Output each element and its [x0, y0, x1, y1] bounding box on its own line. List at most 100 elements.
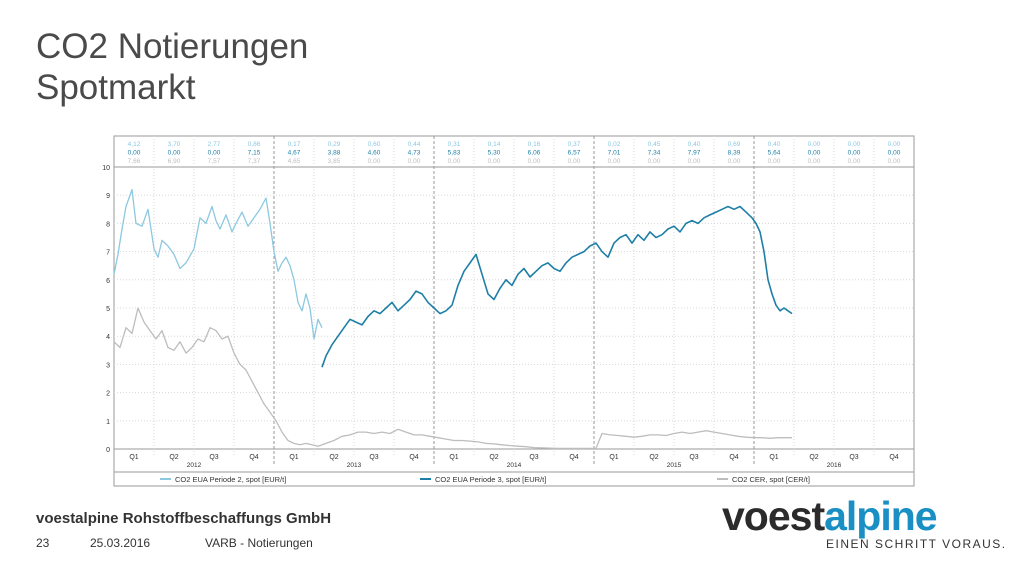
voestalpine-logo: voestalpine: [722, 492, 938, 540]
x-tick-quarter: Q3: [849, 454, 858, 461]
table-cell: 0,17: [288, 141, 301, 148]
footer-document: VARB - Notierungen: [205, 536, 313, 550]
x-tick-year: 2016: [827, 462, 842, 469]
table-cell: 0,00: [848, 158, 861, 165]
table-cell: 0,69: [728, 141, 741, 148]
table-cell: 0,37: [568, 141, 581, 148]
y-tick-label: 1: [106, 419, 110, 426]
y-tick-label: 6: [106, 278, 110, 285]
x-tick-quarter: Q4: [729, 454, 738, 461]
x-tick-quarter: Q4: [249, 454, 258, 461]
slogan: EINEN SCHRITT VORAUS.: [826, 537, 1007, 551]
title-line-1: CO2 Notierungen: [36, 27, 309, 66]
table-cell: 2,77: [208, 141, 221, 148]
table-cell: 0,00: [888, 158, 901, 165]
logo-part-2: alpine: [824, 493, 937, 539]
table-cell: 0,00: [808, 158, 821, 165]
table-cell: 8,39: [728, 150, 741, 157]
table-cell: 0,40: [768, 141, 781, 148]
table-cell: 0,14: [488, 141, 501, 148]
table-cell: 6,90: [168, 158, 181, 165]
table-cell: 0,00: [648, 158, 661, 165]
table-cell: 6,06: [528, 150, 541, 157]
y-tick-label: 2: [106, 391, 110, 398]
table-cell: 0,29: [328, 141, 341, 148]
table-cell: 0,00: [488, 158, 501, 165]
table-cell: 0,00: [888, 141, 901, 148]
table-cell: 4,67: [288, 150, 301, 157]
table-cell: 0,00: [408, 158, 421, 165]
y-tick-label: 3: [106, 362, 110, 369]
page-number: 23: [36, 536, 50, 550]
x-tick-year: 2014: [507, 462, 522, 469]
table-cell: 4,65: [288, 158, 301, 165]
y-tick-label: 8: [106, 221, 110, 228]
table-cell: 7,37: [248, 158, 261, 165]
x-tick-quarter: Q3: [529, 454, 538, 461]
table-cell: 0,00: [368, 158, 381, 165]
x-tick-quarter: Q4: [409, 454, 418, 461]
slide-title: CO2 Notierungen Spotmarkt: [36, 26, 308, 108]
legend-label: CO2 EUA Periode 2, spot [EUR/t]: [175, 475, 286, 484]
y-tick-label: 7: [106, 250, 110, 257]
table-cell: 7,15: [248, 150, 261, 157]
x-tick-quarter: Q3: [209, 454, 218, 461]
table-cell: 0,16: [528, 141, 541, 148]
x-tick-quarter: Q2: [329, 454, 338, 461]
company-name: voestalpine Rohstoffbeschaffungs GmbH: [36, 510, 332, 527]
table-cell: 0,00: [528, 158, 541, 165]
table-cell: 0,00: [208, 150, 221, 157]
legend-label: CO2 EUA Periode 3, spot [EUR/t]: [435, 475, 546, 484]
table-cell: 0,40: [688, 141, 701, 148]
x-tick-year: 2015: [667, 462, 682, 469]
table-cell: 4,12: [128, 141, 141, 148]
table-cell: 0,00: [128, 150, 141, 157]
x-tick-quarter: Q3: [689, 454, 698, 461]
y-tick-label: 10: [102, 165, 110, 172]
x-tick-quarter: Q1: [609, 454, 618, 461]
table-cell: 3,70: [168, 141, 181, 148]
x-tick-quarter: Q1: [449, 454, 458, 461]
table-cell: 0,86: [248, 141, 261, 148]
table-cell: 0,44: [408, 141, 421, 148]
table-cell: 0,00: [168, 150, 181, 157]
table-cell: 0,60: [368, 141, 381, 148]
table-cell: 5,30: [488, 150, 501, 157]
table-cell: 3,85: [328, 158, 341, 165]
table-cell: 7,97: [688, 150, 701, 157]
x-tick-quarter: Q1: [289, 454, 298, 461]
x-tick-quarter: Q4: [569, 454, 578, 461]
table-cell: 0,00: [728, 158, 741, 165]
table-cell: 7,01: [608, 150, 621, 157]
legend-label: CO2 CER, spot [CER/t]: [732, 475, 810, 484]
table-cell: 0,00: [808, 141, 821, 148]
table-cell: 3,88: [328, 150, 341, 157]
table-cell: 7,66: [128, 158, 141, 165]
table-cell: 5,64: [768, 150, 781, 157]
table-cell: 4,73: [408, 150, 421, 157]
x-tick-year: 2013: [347, 462, 362, 469]
co2-price-chart: 0 1 2 3 4 5 6 7 8 9 10 Q1 Q2 Q3 Q4 Q1 Q2 Q3 Q4 Q1 Q2 Q3 Q4 Q1 Q2…: [102, 135, 915, 487]
x-tick-quarter: Q4: [889, 454, 898, 461]
y-tick-label: 5: [106, 306, 110, 313]
table-cell: 0,00: [888, 150, 901, 157]
series-line-1: [113, 188, 323, 340]
series-line-2: [321, 205, 793, 368]
y-tick-label: 0: [106, 447, 110, 454]
series-line-3: [113, 307, 792, 450]
x-tick-quarter: Q2: [489, 454, 498, 461]
table-cell: 0,00: [808, 150, 821, 157]
x-tick-year: 2012: [187, 462, 202, 469]
y-tick-label: 4: [106, 334, 110, 341]
table-cell: 0,02: [608, 141, 621, 148]
table-cell: 0,00: [848, 150, 861, 157]
x-tick-quarter: Q2: [649, 454, 658, 461]
table-cell: 7,34: [648, 150, 661, 157]
table-cell: 6,57: [568, 150, 581, 157]
x-tick-quarter: Q1: [769, 454, 778, 461]
table-cell: 4,60: [368, 150, 381, 157]
x-tick-quarter: Q2: [809, 454, 818, 461]
table-cell: 0,00: [568, 158, 581, 165]
table-cell: 7,57: [208, 158, 221, 165]
table-cell: 0,00: [448, 158, 461, 165]
